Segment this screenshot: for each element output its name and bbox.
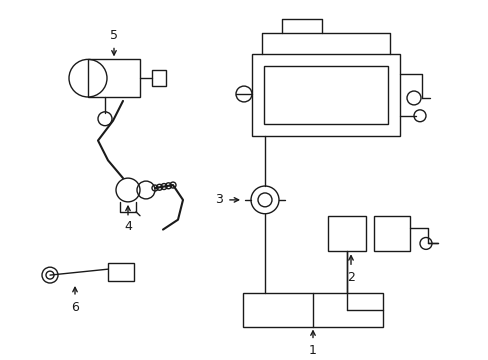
Text: 4: 4 (124, 220, 132, 233)
Text: 5: 5 (110, 28, 118, 41)
Bar (327, 216, 365, 251)
Text: 2: 2 (346, 271, 354, 284)
Bar (243, 293, 382, 327)
Text: 6: 6 (71, 301, 79, 314)
Bar (373, 216, 409, 251)
Bar (88, 59, 140, 97)
Bar (251, 54, 399, 136)
Text: 1: 1 (308, 345, 316, 357)
Bar (108, 263, 134, 281)
Text: 3: 3 (215, 193, 223, 206)
Bar (152, 70, 165, 86)
Bar (264, 66, 387, 124)
